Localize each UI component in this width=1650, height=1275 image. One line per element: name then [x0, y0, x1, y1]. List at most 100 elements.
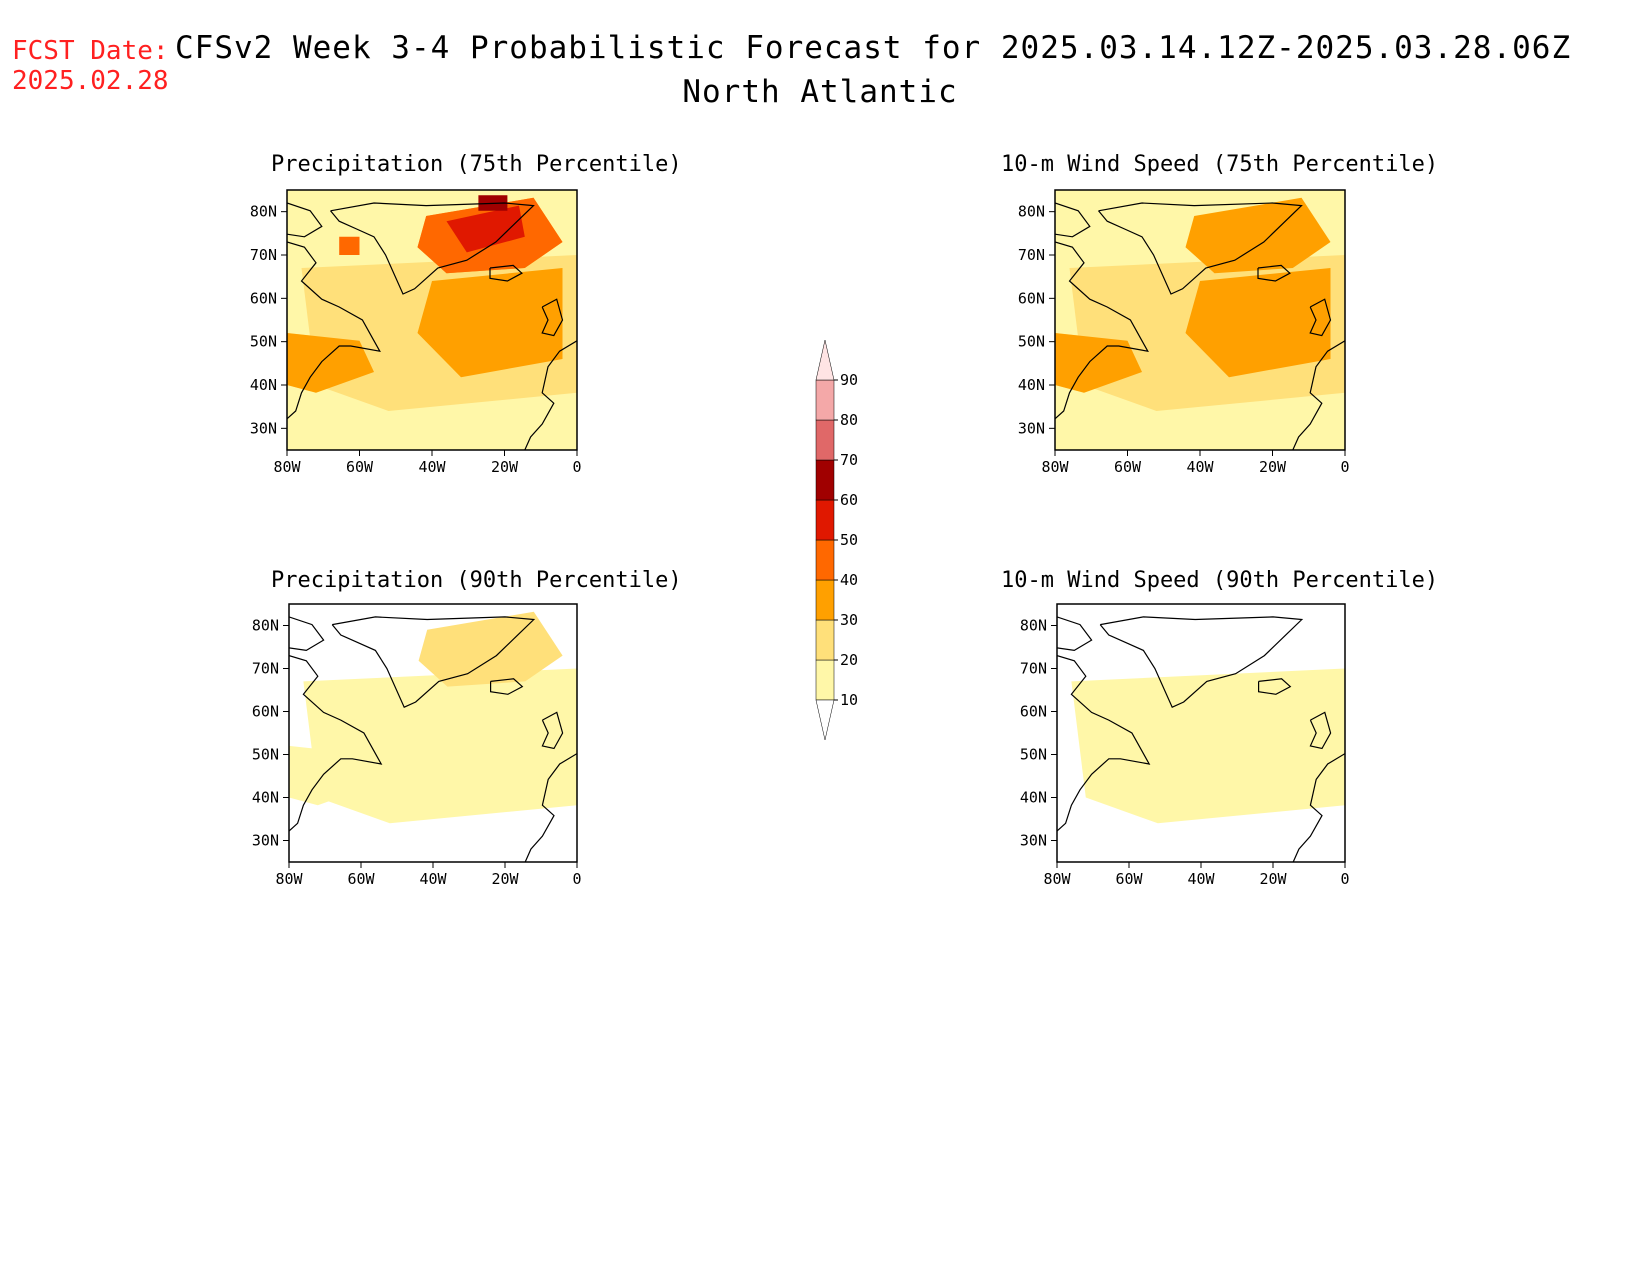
lat-label: 60N	[1018, 289, 1045, 307]
lat-label: 70N	[1018, 246, 1045, 264]
map-wind75: 80N 70N 60N 50N 40N 30N 80W 60W 40W 20W 0	[1018, 189, 1350, 476]
coastline	[1055, 202, 1091, 238]
lat-label: 40N	[252, 789, 279, 807]
contour-fill-ocean	[303, 668, 577, 824]
figure-subtitle: North Atlantic	[682, 74, 958, 110]
forecast-date-value: 2025.02.28	[12, 66, 169, 96]
coastline	[330, 202, 535, 295]
colorbar-box	[815, 379, 835, 421]
lon-label: 20W	[1259, 870, 1287, 888]
lat-label: 50N	[252, 746, 279, 764]
colorbar-top-triangle	[815, 339, 835, 381]
lon-label: 60W	[1114, 458, 1142, 476]
contour-fill-coastUS	[287, 333, 374, 393]
lat-label: 30N	[252, 832, 279, 850]
coastline	[289, 655, 383, 832]
lon-label: 0	[572, 870, 581, 888]
contour-fill-hot1	[446, 205, 525, 253]
coastline	[524, 753, 577, 862]
coastline	[524, 340, 577, 450]
lon-label: 40W	[1187, 870, 1215, 888]
colorbar-label: 10	[840, 691, 858, 709]
figure-title: CFSv2 Week 3-4 Probabilistic Forecast fo…	[175, 30, 1572, 66]
lat-label: 80N	[252, 617, 279, 635]
lon-label: 20W	[491, 870, 519, 888]
coastline	[1292, 753, 1345, 862]
coastline	[1055, 241, 1149, 420]
map-precip90: 80N 70N 60N 50N 40N 30N 80W 60W 40W 20W 0	[252, 603, 582, 888]
map-precip75: 80N 70N 60N 50N 40N 30N 80W 60W 40W 20W 0	[250, 189, 582, 476]
lat-label: 30N	[250, 419, 277, 437]
coastline	[287, 202, 323, 238]
coastline	[331, 616, 536, 708]
forecast-date-label: FCST Date:	[12, 36, 169, 66]
lat-label: 70N	[252, 660, 279, 678]
coastline	[490, 678, 524, 695]
shaded-field	[1055, 190, 1345, 450]
lon-label: 80W	[1043, 870, 1071, 888]
colorbar-box	[815, 459, 835, 501]
lon-label: 60W	[346, 458, 374, 476]
coastline	[1099, 616, 1304, 708]
lon-label: 40W	[419, 870, 447, 888]
panel-title-wind75: 10-m Wind Speed (75th Percentile)	[1001, 152, 1439, 177]
lon-label: 60W	[347, 870, 375, 888]
lat-label: 30N	[1018, 419, 1045, 437]
lon-label: 20W	[1259, 458, 1287, 476]
coastline	[1258, 678, 1292, 695]
colorbar-box	[815, 659, 835, 701]
colorbar-label: 70	[840, 451, 858, 469]
coastline	[1057, 616, 1093, 652]
map-wind90: 80N 70N 60N 50N 40N 30N 80W 60W 40W 20W 0	[1020, 603, 1350, 888]
colorbar-label: 80	[840, 411, 858, 429]
coastline	[541, 298, 564, 337]
colorbar: 10 20 30 40 50 60 70 80 90	[815, 339, 858, 741]
colorbar-label: 90	[840, 371, 858, 389]
colorbar-label: 60	[840, 491, 858, 509]
lon-label: 80W	[275, 870, 303, 888]
colorbar-box	[815, 419, 835, 461]
lat-label: 60N	[252, 703, 279, 721]
coastline	[489, 264, 523, 282]
lat-label: 80N	[250, 203, 277, 221]
colorbar-box	[815, 579, 835, 621]
lat-label: 70N	[1020, 660, 1047, 678]
forecast-date-block: FCST Date: 2025.02.28	[12, 36, 169, 96]
lon-label: 40W	[1186, 458, 1214, 476]
coastline	[289, 616, 325, 652]
lon-label: 0	[572, 458, 581, 476]
lat-label: 30N	[1020, 832, 1047, 850]
lat-label: 40N	[250, 376, 277, 394]
panel-title-wind90: 10-m Wind Speed (90th Percentile)	[1001, 568, 1439, 593]
lon-label: 0	[1340, 458, 1349, 476]
lat-label: 80N	[1018, 203, 1045, 221]
lat-label: 80N	[1020, 617, 1047, 635]
lat-label: 60N	[1020, 703, 1047, 721]
coastline	[1098, 202, 1303, 295]
coastline	[541, 711, 564, 750]
colorbar-label: 40	[840, 571, 858, 589]
colorbar-label: 50	[840, 531, 858, 549]
lat-label: 50N	[1018, 333, 1045, 351]
contour-fill-nEast	[418, 611, 563, 687]
colorbar-label: 30	[840, 611, 858, 629]
colorbar-box	[815, 499, 835, 541]
coastline	[1292, 340, 1345, 450]
lat-label: 70N	[250, 246, 277, 264]
coastline	[1057, 655, 1151, 832]
lon-label: 40W	[418, 458, 446, 476]
panel-title-precip75: Precipitation (75th Percentile)	[271, 152, 682, 177]
coastline	[287, 241, 381, 420]
colorbar-box	[815, 619, 835, 661]
lon-label: 0	[1340, 870, 1349, 888]
lon-label: 80W	[1041, 458, 1069, 476]
lat-label: 60N	[250, 289, 277, 307]
coastline	[1257, 264, 1291, 282]
contour-fill-westPatch	[339, 236, 360, 255]
panel-title-precip90: Precipitation (90th Percentile)	[271, 568, 682, 593]
lon-label: 20W	[491, 458, 519, 476]
lat-label: 50N	[1020, 746, 1047, 764]
lat-label: 50N	[250, 333, 277, 351]
shaded-field	[1057, 604, 1345, 862]
contour-fill-coastUS	[289, 745, 376, 806]
